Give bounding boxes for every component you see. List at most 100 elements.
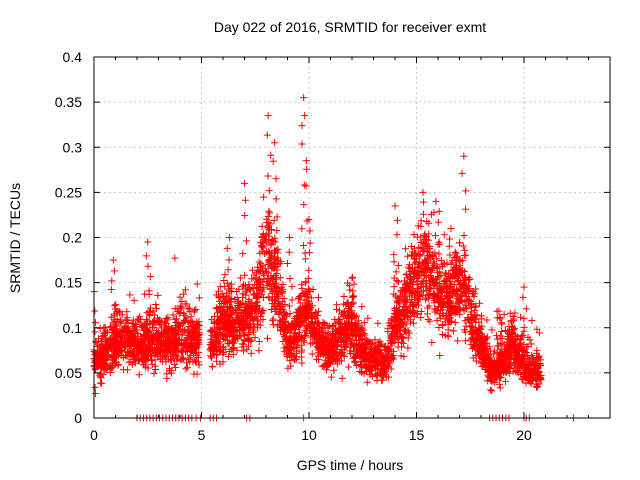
srmtid-point: [294, 306, 302, 314]
srmtid-point: [171, 305, 179, 313]
srmtid-point: [399, 291, 407, 299]
srmtid-point: [324, 324, 332, 332]
srmtid-point: [314, 312, 322, 320]
srmtid-point: [139, 331, 147, 339]
srmtid-point: [413, 280, 421, 288]
srmtid-point: [162, 354, 170, 362]
srmtid-point: [517, 313, 525, 321]
srmtid-point: [265, 232, 273, 240]
srmtid-point: [368, 350, 376, 358]
srmtid-point: [322, 348, 330, 356]
srmtid-point: [513, 332, 521, 340]
srmtid-point: [423, 242, 431, 250]
srmtid-point: [272, 279, 280, 287]
srmtid-point: [496, 358, 504, 366]
srmtid-point: [401, 327, 409, 335]
srmtid-point: [265, 207, 273, 215]
srmtid-point: [489, 360, 497, 368]
axis-ticks: [93, 56, 610, 419]
srmtid-point: [176, 293, 184, 301]
srmtid-point: [153, 304, 161, 312]
srmtid-point: [355, 330, 363, 338]
srmtid-point: [194, 338, 202, 346]
srmtid-point: [281, 301, 289, 309]
srmtid-point: [112, 322, 120, 330]
srmtid-point: [346, 306, 354, 314]
srmtid-point: [390, 315, 398, 323]
srmtid-point: [223, 244, 231, 252]
srmtid-point: [229, 351, 237, 359]
srmtid-point: [346, 347, 354, 355]
srmtid-point: [252, 299, 260, 307]
srmtid-point: [182, 365, 190, 373]
srmtid-point: [152, 301, 160, 309]
srmtid-point: [434, 289, 442, 297]
srmtid-point: [340, 352, 348, 360]
srmtid-point: [213, 291, 221, 299]
srmtid-point: [151, 311, 159, 319]
srmtid-point: [112, 300, 120, 308]
srmtid-point: [195, 361, 203, 369]
srmtid-point: [356, 346, 364, 354]
srmtid-point: [138, 339, 146, 347]
srmtid-point: [450, 327, 458, 335]
srmtid-point: [288, 283, 296, 291]
srmtid-point: [445, 299, 453, 307]
srmtid-point: [155, 335, 163, 343]
srmtid-point: [163, 327, 171, 335]
srmtid-point: [506, 365, 514, 373]
srmtid-point: [245, 329, 253, 337]
srmtid-point: [249, 315, 257, 323]
srmtid-point: [320, 361, 328, 369]
srmtid-point: [245, 295, 253, 303]
srmtid-point: [96, 353, 104, 361]
srmtid-point: [341, 331, 349, 339]
srmtid-point: [380, 365, 388, 373]
srmtid-point: [522, 371, 530, 379]
srmtid-point: [393, 216, 401, 224]
srmtid-point: [267, 305, 275, 313]
srmtid-point: [531, 368, 539, 376]
srmtid-point: [298, 281, 306, 289]
srmtid-point: [328, 356, 336, 364]
srmtid-point: [446, 289, 454, 297]
srmtid-point: [181, 318, 189, 326]
srmtid-point: [350, 322, 358, 330]
srmtid-point: [272, 175, 280, 183]
srmtid-point: [302, 157, 310, 165]
srmtid-point: [402, 271, 410, 279]
srmtid-point: [415, 274, 423, 282]
srmtid-point: [379, 373, 387, 381]
srmtid-point: [238, 316, 246, 324]
srmtid-point: [428, 339, 436, 347]
srmtid-point: [404, 334, 412, 342]
srmtid-point: [276, 274, 284, 282]
srmtid-point: [446, 318, 454, 326]
srmtid-point: [171, 335, 179, 343]
srmtid-point: [424, 236, 432, 244]
srmtid-point: [122, 322, 130, 330]
srmtid-point: [376, 341, 384, 349]
srmtid-point: [300, 242, 308, 250]
y-tick-label: 0.3: [63, 139, 83, 155]
srmtid-point: [470, 293, 478, 301]
srmtid-point: [422, 277, 430, 285]
srmtid-point: [123, 308, 131, 316]
srmtid-point: [471, 290, 479, 298]
srmtid-point: [410, 319, 418, 327]
srmtid-point: [352, 350, 360, 358]
srmtid-point: [407, 289, 415, 297]
srmtid-point: [145, 310, 153, 318]
srmtid-point: [171, 254, 179, 262]
srmtid-point: [126, 291, 134, 299]
srmtid-point: [300, 181, 308, 189]
srmtid-point: [456, 284, 464, 292]
srmtid-point: [107, 341, 115, 349]
srmtid-point: [363, 355, 371, 363]
srmtid-point: [449, 266, 457, 274]
srmtid-point: [208, 328, 216, 336]
srmtid-point: [194, 358, 202, 366]
srmtid-point: [96, 324, 104, 332]
srmtid-point: [352, 336, 360, 344]
srmtid-point: [216, 303, 224, 311]
